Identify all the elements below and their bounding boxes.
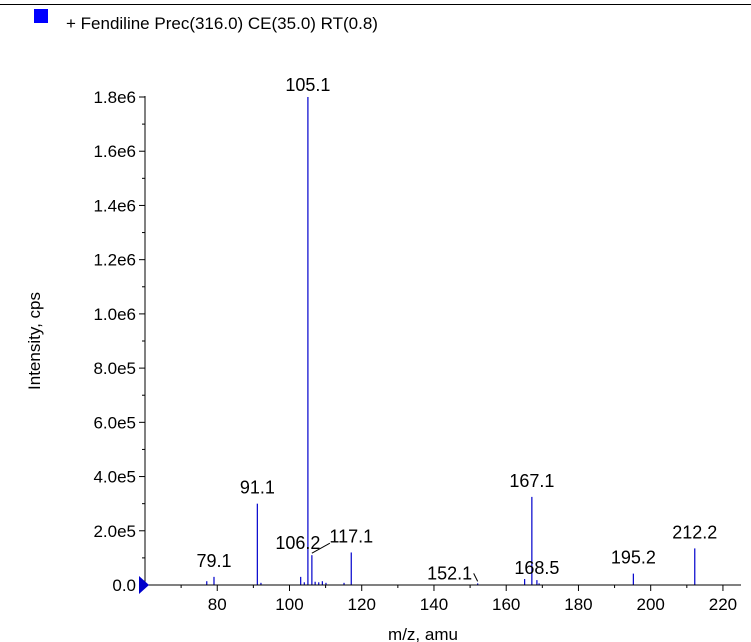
- peak-label: 168.5: [514, 558, 559, 578]
- top-border-line: [0, 4, 751, 5]
- x-axis-label: m/z, amu: [388, 625, 458, 642]
- y-tick-label: 0.0: [112, 576, 136, 595]
- peak-label: 91.1: [240, 478, 275, 498]
- y-tick-label: 4.0e5: [93, 468, 136, 487]
- y-tick-label: 1.2e6: [93, 251, 136, 270]
- peak-label: 106.2: [275, 533, 320, 553]
- y-tick-label: 1.6e6: [93, 142, 136, 161]
- spectrum-peaks: [206, 97, 696, 585]
- peak-label: 212.2: [672, 522, 717, 542]
- y-tick-label: 1.0e6: [93, 305, 136, 324]
- origin-marker: [139, 576, 149, 594]
- peak-label: 152.1: [427, 563, 472, 583]
- y-tick-label: 2.0e5: [93, 522, 136, 541]
- peak-label: 105.1: [285, 75, 330, 95]
- peak-label: 195.2: [611, 548, 656, 568]
- y-tick-label: 8.0e5: [93, 359, 136, 378]
- axes: [139, 96, 741, 594]
- y-tick-label: 1.8e6: [93, 88, 136, 107]
- legend: + Fendiline Prec(316.0) CE(35.0) RT(0.8): [34, 9, 378, 33]
- x-tick-label: 140: [420, 595, 448, 614]
- peak-label-leader: [311, 542, 331, 554]
- peak-label: 117.1: [329, 526, 373, 546]
- peak-label: 167.1: [509, 471, 554, 491]
- y-axis-label: Intensity, cps: [25, 292, 44, 390]
- axis-ticks: 0.0 2.0e5 4.0e5 6.0e5 8.0e5 1.0e6 1.2e6 1.4e6 1.…: [93, 88, 737, 614]
- x-tick-label: 160: [492, 595, 520, 614]
- x-tick-label: 120: [348, 595, 376, 614]
- peak-label: 79.1: [196, 551, 231, 571]
- y-tick-label: 1.4e6: [93, 196, 136, 215]
- legend-swatch: [34, 9, 48, 23]
- x-tick-label: 180: [564, 595, 592, 614]
- peak-label-leader: [473, 573, 479, 582]
- peak-labels: 79.1 91.1 105.1 106.2 117.1 152.1 167.1 168.5 19…: [196, 75, 717, 583]
- x-tick-label: 100: [275, 595, 303, 614]
- y-tick-label: 6.0e5: [93, 413, 136, 432]
- x-tick-label: 220: [709, 595, 737, 614]
- legend-label: + Fendiline Prec(316.0) CE(35.0) RT(0.8): [66, 14, 378, 33]
- x-tick-label: 80: [208, 595, 227, 614]
- x-tick-label: 200: [637, 595, 665, 614]
